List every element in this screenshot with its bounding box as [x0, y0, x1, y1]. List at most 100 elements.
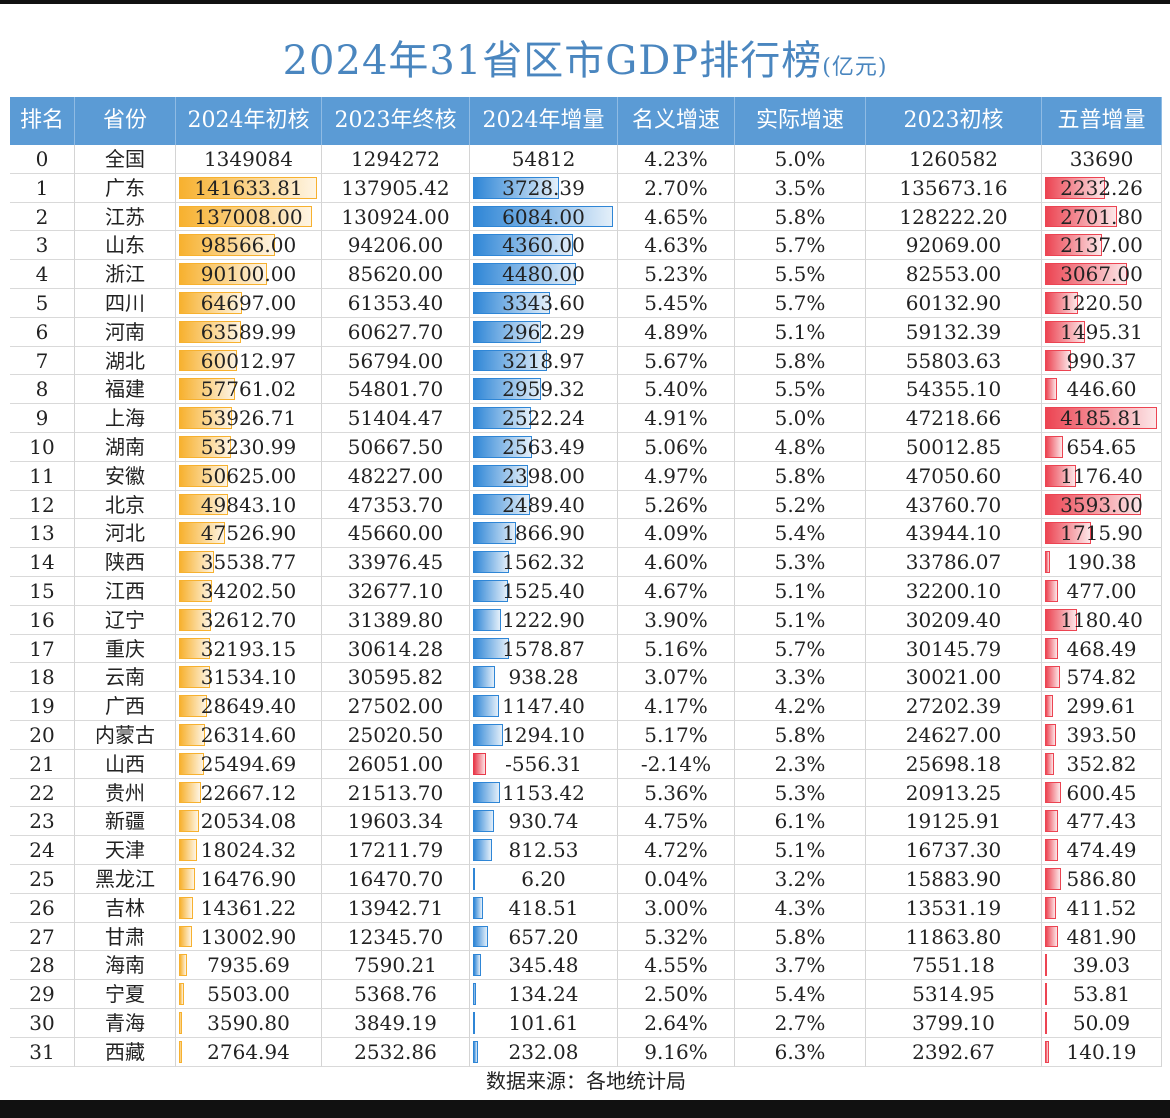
cell-text: 39.03	[1072, 953, 1131, 978]
cell-text: 64697.00	[200, 291, 297, 315]
table-cell: 9.16%	[618, 1037, 735, 1067]
cell-text: 128222.20	[899, 204, 1008, 229]
cell-text: 3.2%	[774, 867, 826, 891]
table-cell: 4.65%	[618, 202, 735, 232]
cell-text: 23	[29, 809, 55, 834]
title: 2024年31省区市GDP排行榜	[282, 38, 823, 84]
table-cell: 0.04%	[618, 865, 735, 894]
cell-text: 654.65	[1066, 435, 1137, 459]
table-cell: 5.7%	[735, 289, 866, 318]
cell-text: 1220.50	[1060, 291, 1143, 315]
cell-text: 25020.50	[347, 723, 444, 747]
table-cell: 6.3%	[735, 1037, 866, 1067]
table-cell: 1525.40	[470, 577, 618, 606]
table-cell: 135673.16	[866, 173, 1042, 203]
data-bar	[179, 1012, 183, 1034]
table-cell: 26314.60	[176, 721, 322, 750]
cell-text: 481.90	[1066, 924, 1137, 949]
table-cell: 19125.91	[866, 807, 1042, 837]
table-cell: 陕西	[75, 548, 176, 577]
data-bar	[473, 954, 481, 977]
cell-text: 5.5%	[774, 262, 826, 287]
table-cell: 47526.90	[176, 519, 322, 549]
cell-text: 49843.10	[200, 492, 297, 517]
table-cell: 141633.81	[176, 173, 322, 203]
table-cell: 930.74	[470, 807, 618, 837]
table-cell: 4.3%	[735, 893, 866, 923]
table-cell: 广东	[75, 173, 176, 203]
cell-text: 43944.10	[905, 521, 1002, 546]
cell-text: 54801.70	[347, 377, 444, 402]
table-cell: 海南	[75, 951, 176, 981]
table-cell: 5.8%	[735, 461, 866, 491]
table-cell: 15	[10, 577, 75, 606]
cell-text: 32612.70	[200, 607, 297, 632]
data-bar	[473, 580, 509, 602]
table-cell: 4.09%	[618, 519, 735, 549]
data-bar	[1045, 464, 1077, 487]
table-cell: 938.28	[470, 663, 618, 693]
cell-text: 6.3%	[774, 1039, 826, 1064]
table-cell: 19	[10, 692, 75, 721]
cell-text: 53.81	[1072, 982, 1131, 1007]
table-cell: 5.0%	[735, 404, 866, 433]
table-cell: 39.03	[1042, 951, 1162, 981]
cell-text: 4480.00	[502, 262, 585, 287]
cell-text: 60012.97	[200, 348, 297, 373]
data-bar	[1045, 695, 1054, 717]
cell-text: 山西	[105, 751, 145, 776]
data-bar	[179, 349, 238, 372]
table-cell: 3849.19	[322, 1009, 470, 1038]
table-cell: 50.09	[1042, 1009, 1162, 1038]
cell-text: 50625.00	[200, 463, 297, 488]
cell-text: 32193.15	[200, 636, 297, 661]
table-cell: 12	[10, 490, 75, 520]
cell-text: 青海	[105, 1011, 145, 1035]
cell-text: 574.82	[1066, 665, 1137, 690]
cell-text: 232.08	[508, 1039, 579, 1064]
data-bar	[473, 724, 503, 746]
table-cell: 5.36%	[618, 778, 735, 808]
cell-text: 812.53	[508, 838, 579, 863]
data-bar	[179, 320, 241, 343]
table-cell: 黑龙江	[75, 865, 176, 894]
table-cell: 5.23%	[618, 260, 735, 289]
cell-text: 5.3%	[774, 550, 826, 575]
data-bar	[179, 292, 243, 314]
table-cell: 477.00	[1042, 577, 1162, 606]
cell-text: 2398.00	[502, 463, 585, 488]
table-cell: 5.7%	[735, 231, 866, 261]
cell-text: 47218.66	[905, 406, 1002, 431]
data-bar	[179, 810, 199, 833]
table-cell: 5.8%	[735, 721, 866, 750]
header-cell: 省份	[75, 97, 176, 145]
table-cell: 3590.80	[176, 1009, 322, 1038]
table-cell: 55803.63	[866, 346, 1042, 376]
cell-text: 5.2%	[774, 492, 826, 517]
table-cell: 5.4%	[735, 519, 866, 549]
cell-text: 11	[29, 463, 55, 488]
cell-text: 12	[29, 492, 55, 517]
cell-text: 5.0%	[774, 147, 826, 171]
table-cell: 5.16%	[618, 634, 735, 664]
table-cell: 2137.00	[1042, 231, 1162, 261]
data-bar	[1045, 839, 1058, 861]
cell-text: 5.8%	[774, 924, 826, 949]
cell-text: 5.1%	[774, 319, 826, 344]
cell-text: 24627.00	[905, 723, 1002, 747]
table-cell: 53.81	[1042, 980, 1162, 1009]
table-cell: 60627.70	[322, 317, 470, 347]
data-bar	[179, 1040, 182, 1063]
table-cell: 3.90%	[618, 605, 735, 635]
table-cell: 4185.81	[1042, 404, 1162, 433]
cell-text: 53926.71	[200, 406, 297, 431]
cell-text: 辽宁	[105, 607, 145, 632]
table-cell: 1222.90	[470, 605, 618, 635]
table-cell: 134.24	[470, 980, 618, 1009]
table-cell: 20534.08	[176, 807, 322, 837]
table-cell: 1349084	[176, 145, 322, 174]
data-bar	[179, 752, 204, 775]
table-cell: 山西	[75, 749, 176, 779]
data-bar	[179, 925, 192, 948]
cell-text: 2.50%	[644, 982, 708, 1007]
